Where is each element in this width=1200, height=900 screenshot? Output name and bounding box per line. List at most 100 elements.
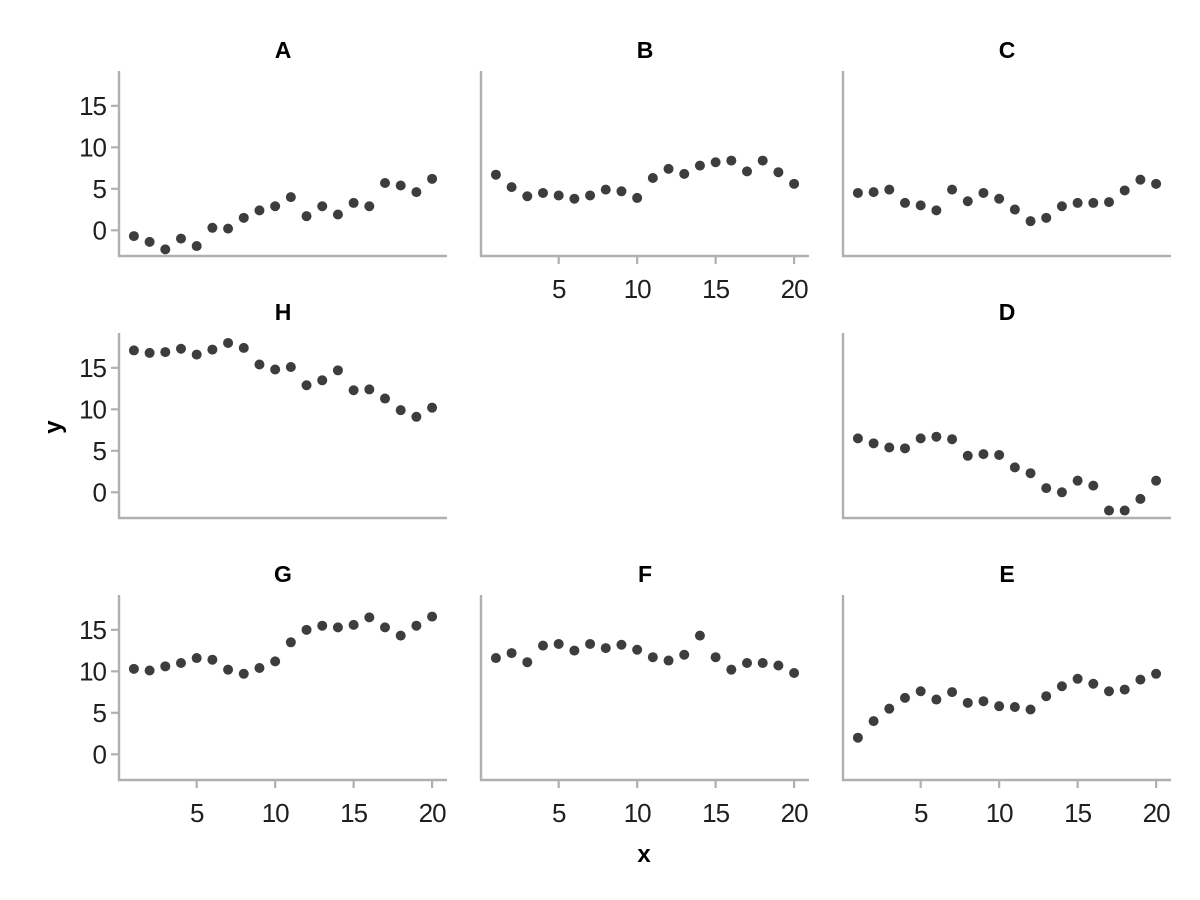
- data-point: [947, 184, 958, 195]
- axis-lines: [479, 71, 809, 258]
- y-tick-label: 5: [93, 174, 107, 204]
- data-point: [947, 687, 958, 698]
- data-point: [1088, 197, 1099, 208]
- data-point: [207, 222, 218, 233]
- data-point: [931, 205, 942, 216]
- data-point: [852, 187, 863, 198]
- y-tick-label: 0: [93, 477, 107, 507]
- data-point: [395, 180, 406, 191]
- data-point: [1009, 701, 1020, 712]
- data-point: [238, 342, 249, 353]
- facet-panel-a: A 0 5 10 15: [79, 37, 447, 258]
- data-point: [301, 380, 312, 391]
- data-point: [616, 639, 627, 650]
- data-point: [380, 177, 391, 188]
- data-point: [427, 173, 438, 184]
- data-point: [175, 343, 186, 354]
- axis-lines: [117, 333, 447, 520]
- facet-title: H: [275, 299, 292, 325]
- data-point: [254, 205, 265, 216]
- data-point: [1041, 483, 1052, 494]
- data-point: [207, 654, 218, 665]
- data-point: [868, 438, 879, 449]
- data-point: [522, 191, 533, 202]
- data-point: [270, 201, 281, 212]
- data-point: [160, 244, 171, 255]
- data-point: [1104, 505, 1115, 516]
- data-point: [994, 701, 1005, 712]
- data-point: [270, 364, 281, 375]
- data-point: [1119, 684, 1130, 695]
- data-point: [380, 393, 391, 404]
- y-tick-label: 0: [93, 215, 107, 245]
- data-point: [789, 667, 800, 678]
- data-point: [679, 168, 690, 179]
- data-point: [301, 211, 312, 222]
- data-point: [1088, 480, 1099, 491]
- data-point: [1056, 487, 1067, 498]
- y-tick-label: 10: [79, 656, 106, 686]
- data-point: [427, 402, 438, 413]
- data-point: [884, 184, 895, 195]
- data-point: [1025, 216, 1036, 227]
- data-point: [1041, 212, 1052, 223]
- y-tick-label: 15: [79, 615, 106, 645]
- data-point: [1072, 673, 1083, 684]
- data-point: [144, 347, 155, 358]
- data-point: [852, 732, 863, 743]
- facet-title: B: [637, 37, 654, 63]
- x-tick-label: 20: [781, 798, 808, 828]
- axis-lines: [841, 71, 1171, 258]
- data-point: [395, 630, 406, 641]
- x-tick-label: 5: [914, 798, 928, 828]
- data-point: [899, 197, 910, 208]
- data-point: [364, 201, 375, 212]
- x-tick-label: 10: [262, 798, 289, 828]
- data-point: [537, 187, 548, 198]
- axis-lines: [841, 595, 1171, 782]
- data-point: [364, 384, 375, 395]
- data-point: [160, 661, 171, 672]
- facet-title: D: [999, 299, 1016, 325]
- data-point: [884, 442, 895, 453]
- data-point: [348, 197, 359, 208]
- data-point: [884, 703, 895, 714]
- x-axis-title: x: [637, 841, 651, 868]
- data-point: [632, 644, 643, 655]
- data-point: [223, 337, 234, 348]
- data-point: [160, 347, 171, 358]
- data-point: [1072, 197, 1083, 208]
- data-point: [270, 656, 281, 667]
- data-point: [962, 697, 973, 708]
- data-point: [128, 231, 139, 242]
- data-point: [537, 640, 548, 651]
- y-tick-label: 5: [93, 698, 107, 728]
- data-point: [506, 648, 517, 659]
- data-point: [1151, 475, 1162, 486]
- data-point: [994, 193, 1005, 204]
- y-tick-label: 15: [79, 91, 106, 121]
- data-point: [726, 664, 737, 675]
- x-tick-label: 20: [419, 798, 446, 828]
- data-point: [175, 658, 186, 669]
- data-point: [726, 155, 737, 166]
- data-point: [332, 365, 343, 376]
- y-tick-label: 10: [79, 132, 106, 162]
- data-point: [332, 209, 343, 220]
- data-point: [191, 653, 202, 664]
- data-point: [1104, 197, 1115, 208]
- data-point: [663, 163, 674, 174]
- data-point: [1025, 468, 1036, 479]
- y-tick-label: 0: [93, 739, 107, 769]
- data-point: [1104, 686, 1115, 697]
- facet-panel-d: D: [841, 299, 1171, 520]
- data-point: [285, 637, 296, 648]
- data-point: [600, 184, 611, 195]
- data-point: [364, 612, 375, 623]
- data-point: [962, 196, 973, 207]
- data-point: [679, 649, 690, 660]
- data-point: [317, 201, 328, 212]
- data-point: [1135, 174, 1146, 185]
- y-tick-label: 15: [79, 353, 106, 383]
- facet-panel-h: H 0 5 10 15: [79, 299, 447, 520]
